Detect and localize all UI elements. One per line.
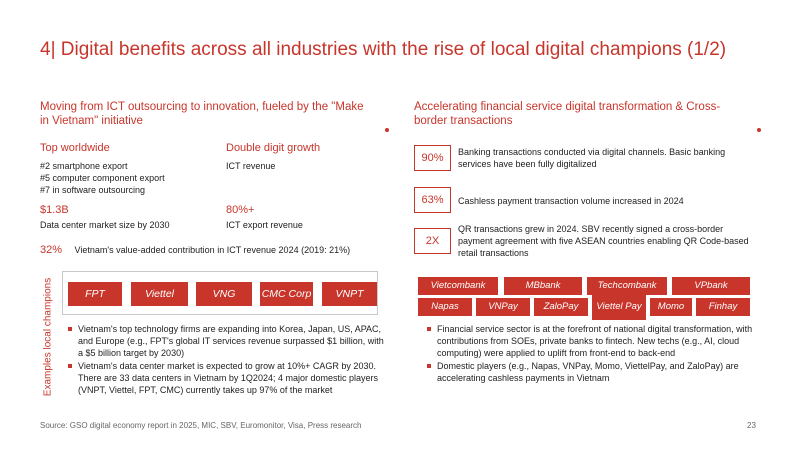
payment-chip: Viettel Pay [592,294,646,320]
champions-box [62,271,378,315]
page-number: 23 [747,421,756,430]
page-title: 4| Digital benefits across all industrie… [40,38,740,61]
payment-chip: VNPay [476,298,530,316]
champion-chip: Viettel [131,282,188,306]
champion-chip: VNG [196,282,252,306]
bank-chip: Vietcombank [418,277,498,295]
stat-text: QR transactions grew in 2024. SBV recent… [458,224,749,258]
ict-export-value: 80%+ [226,204,255,216]
payment-chip: Napas [418,298,472,316]
dc-market-value: $1.3B [40,204,69,216]
stat-value-box: 63% [414,187,451,213]
left-subtitle: Moving from ICT outsourcing to innovatio… [40,101,364,127]
value-added-stat: 32% Vietnam's value-added contribution i… [40,244,350,256]
stat-text: Banking transactions conducted via digit… [458,147,726,169]
top-worldwide-line: #5 computer component export [40,173,165,183]
dc-market-text: Data center market size by 2030 [40,220,170,230]
stat-value-box: 2X [414,228,451,254]
ict-export-text: ICT export revenue [226,220,303,230]
double-digit-text: ICT revenue [226,161,276,171]
right-subtitle: Accelerating financial service digital t… [414,101,721,127]
bullet-dot-icon [385,128,389,132]
top-worldwide-line: #7 in software outsourcing [40,185,146,195]
title-text: Digital benefits across all industries w… [60,39,727,60]
payment-chip: ZaloPay [534,298,588,316]
stat-text: Cashless payment transaction volume incr… [458,196,684,206]
payment-chip: Momo [650,298,692,316]
champion-chip: VNPT [322,282,377,306]
bank-chip: VPbank [672,277,750,295]
list-item: Vietnam's data center market is expected… [66,360,386,396]
top-worldwide-label: Top worldwide [40,142,110,154]
right-bullet-list: Financial service sector is at the foref… [425,323,755,385]
top-worldwide-line: #2 smartphone export [40,161,128,171]
value-added-text: Vietnam's value-added contribution in IC… [74,245,351,255]
bank-chip: MBbank [504,277,582,295]
bank-chip: Techcombank [587,277,667,295]
payment-chip: Finhay [696,298,750,316]
value-added-pct: 32% [40,244,63,256]
champion-chip: FPT [68,282,122,306]
champion-chip: CMC Corp [260,282,313,306]
list-item: Vietnam's top technology firms are expan… [66,323,386,359]
left-bullet-list: Vietnam's top technology firms are expan… [66,323,386,397]
bullet-dot-icon [757,128,761,132]
section-number: 4| [40,39,56,60]
list-item: Domestic players (e.g., Napas, VNPay, Mo… [425,360,755,384]
list-item: Financial service sector is at the foref… [425,323,755,359]
stat-value-box: 90% [414,145,451,171]
double-digit-label: Double digit growth [226,142,321,154]
examples-label: Examples local champions [42,277,54,397]
source-note: Source: GSO digital economy report in 20… [40,421,362,430]
top-worldwide-list: #2 smartphone export #5 computer compone… [40,160,165,196]
